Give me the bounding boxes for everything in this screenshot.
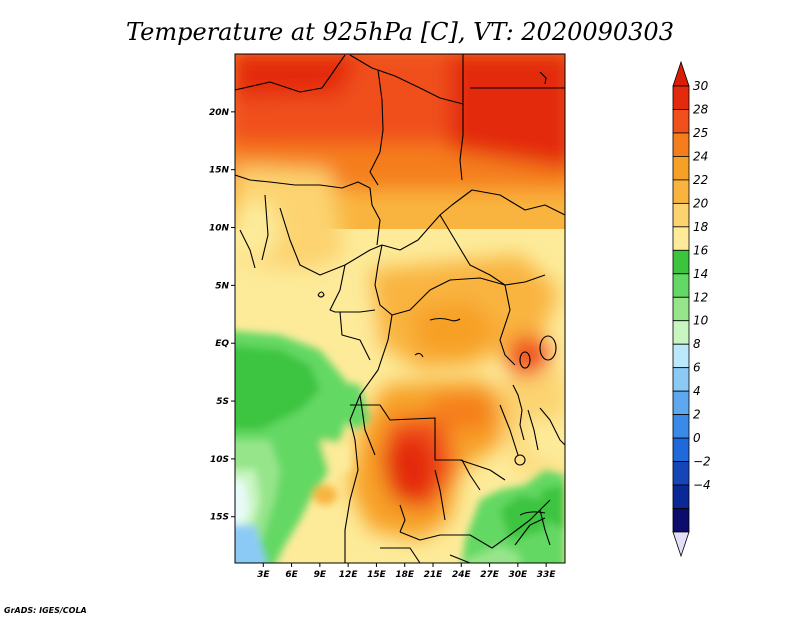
colorbar-label: 12 [693, 290, 708, 304]
colorbar-label: −2 [693, 455, 711, 469]
colorbar-label: 20 [693, 196, 709, 210]
lon-tick-label: 30E [509, 570, 529, 580]
lon-tick-label: 18E [395, 570, 415, 580]
colorbar-label: 14 [693, 267, 708, 281]
colorbar-swatch [672, 249, 690, 275]
colorbar-label: 22 [693, 173, 708, 187]
colorbar-label: 18 [693, 220, 709, 234]
map-frame [234, 53, 566, 564]
colorbar-swatch [672, 461, 690, 486]
colorbar-label: 30 [693, 79, 709, 93]
colorbar-swatch [672, 414, 690, 439]
colorbar-swatch [672, 156, 690, 181]
temperature-field [235, 54, 565, 563]
colorbar-swatch [672, 179, 690, 204]
lon-tick-label: 12E [339, 570, 359, 580]
colorbar-label: 2 [693, 408, 701, 422]
lat-tick-label: 15S [210, 513, 229, 523]
colorbar-swatch [672, 296, 690, 322]
colorbar-swatch [672, 85, 690, 110]
colorbar-swatch [672, 390, 690, 416]
lon-tick-label: 9E [314, 570, 327, 580]
colorbar-swatch [672, 367, 690, 392]
lon-tick-label: 33E [537, 570, 557, 580]
lon-tick-label: 24E [452, 570, 472, 580]
colorbar-swatch [672, 484, 690, 509]
colorbar-swatch [672, 343, 690, 369]
colorbar-swatch [672, 202, 690, 228]
latitude-axis: 20N 15N 10N 5N EQ 5S 10S 15S [209, 108, 235, 523]
lon-tick-label: 15E [367, 570, 387, 580]
colorbar-swatch [672, 109, 690, 134]
colorbar-label: 28 [693, 102, 709, 116]
colorbar-label: 24 [693, 149, 708, 163]
credit-label: GrADS: IGES/COLA [4, 606, 87, 615]
lat-tick-label: EQ [215, 339, 229, 349]
lon-tick-label: 6E [285, 570, 298, 580]
lakes [317, 71, 557, 546]
colorbar-swatch [672, 437, 690, 462]
longitude-axis: 3E 6E 9E 12E 15E 18E 21E 24E 27E 30E 33E [257, 563, 556, 580]
colorbar-label: 25 [693, 126, 708, 140]
lat-tick-label: 20N [209, 108, 230, 118]
colorbar-label: 16 [693, 243, 709, 257]
lat-tick-label: 5S [216, 397, 229, 407]
colorbar-swatch [672, 508, 690, 533]
colorbar-label: 10 [693, 314, 709, 328]
colorbar-label: 4 [693, 384, 701, 398]
colorbar-label: −4 [693, 478, 711, 492]
colorbar-swatch [672, 320, 690, 345]
lon-tick-label: 27E [480, 570, 500, 580]
lon-tick-label: 3E [257, 570, 270, 580]
temperature-map: 20N 15N 10N 5N EQ 5S 10S 15S 3E 6E 9E 12E 15E 18E 21E… [209, 53, 566, 580]
lat-tick-label: 10S [210, 455, 229, 465]
lon-tick-label: 21E [424, 570, 444, 580]
lat-tick-label: 10N [209, 224, 230, 234]
colorbar-label: 0 [693, 431, 701, 445]
colorbar-label: 6 [693, 361, 701, 375]
country-borders [235, 54, 565, 563]
colorbar-swatch [672, 226, 690, 251]
lat-tick-label: 5N [215, 281, 229, 291]
colorbar-swatch [672, 273, 690, 298]
colorbar-swatch [672, 132, 690, 157]
chart-title: Temperature at 925hPa [C], VT: 202009030… [126, 18, 674, 46]
colorbar-label: 8 [693, 337, 701, 351]
colorbar-top-arrow [672, 60, 690, 87]
lat-tick-label: 15N [209, 166, 230, 176]
colorbar-bottom-arrow [672, 531, 690, 558]
